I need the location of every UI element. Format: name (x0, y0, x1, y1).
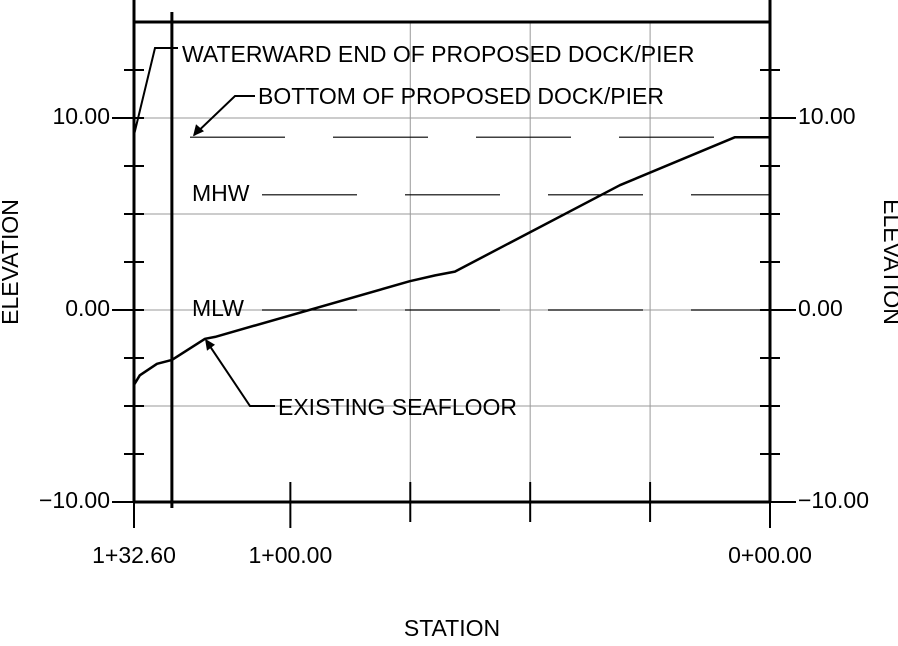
y-tick-label: 0.00 (65, 295, 110, 321)
x-tick-label: 1+32.60 (92, 542, 176, 568)
y-axis-label: ELEVATION (0, 199, 23, 325)
y-tick-label: −10.00 (39, 487, 110, 513)
arrowhead (204, 338, 215, 351)
line-series (132, 135, 770, 386)
x-axis-label: STATION (404, 615, 500, 641)
y2-tick-label: 10.00 (798, 103, 856, 129)
reference-label: MLW (192, 295, 244, 321)
y-tick-label: 10.00 (52, 103, 110, 129)
y2-axis-label: ELEVATION (879, 199, 898, 325)
leader (193, 95, 255, 136)
y2-tick-label: −10.00 (798, 487, 869, 513)
leader (133, 47, 178, 136)
x-tick-label: 0+00.00 (728, 542, 812, 568)
y2-tick-label: 0.00 (798, 295, 843, 321)
annotation: WATERWARD END OF PROPOSED DOCK/PIER (182, 41, 694, 67)
arrowhead (193, 124, 204, 137)
leader (206, 341, 275, 407)
x-tick-label: 1+00.00 (248, 542, 332, 568)
reference-label: MHW (192, 180, 250, 206)
annotation: BOTTOM OF PROPOSED DOCK/PIER (258, 83, 664, 109)
annotation: EXISTING SEAFLOOR (278, 394, 517, 420)
